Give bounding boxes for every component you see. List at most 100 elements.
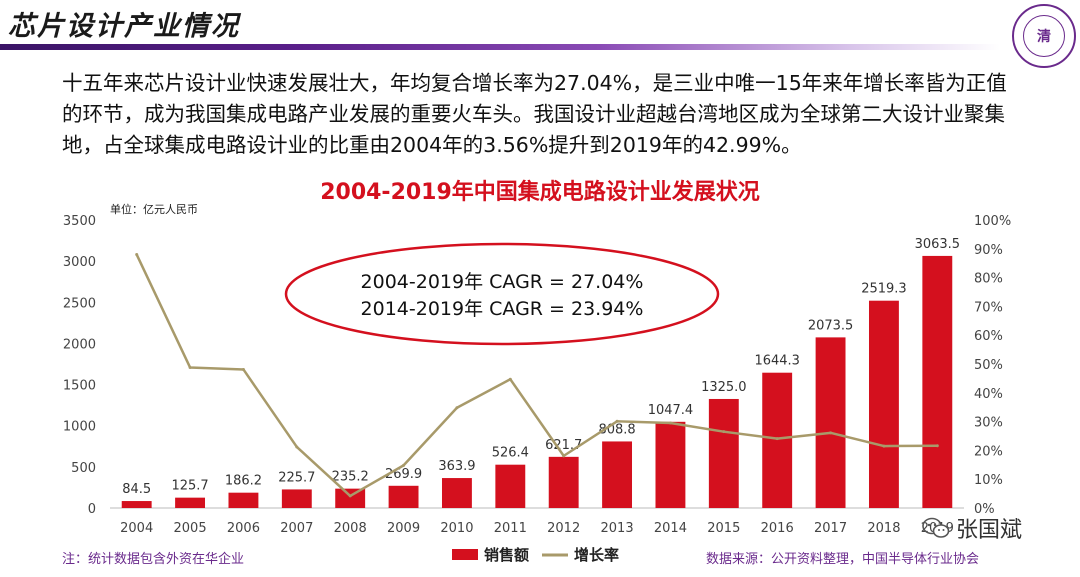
bar	[655, 421, 686, 508]
cagr-annotation-line2: 2014-2019年 CAGR = 23.94%	[361, 298, 644, 320]
y-left-tick-label: 1000	[63, 420, 96, 435]
y-left-tick-label: 2500	[63, 296, 96, 311]
growth-rate-point	[348, 494, 352, 498]
bar-value-label: 125.7	[171, 479, 208, 494]
x-tick-label: 2006	[227, 521, 260, 536]
bar-value-label: 526.4	[492, 446, 529, 461]
wechat-icon	[922, 517, 950, 538]
growth-rate-point	[668, 421, 672, 425]
bar	[495, 464, 526, 508]
y-left-tick-label: 3000	[63, 255, 96, 270]
bar-value-label: 363.9	[438, 459, 475, 474]
x-tick-label: 2004	[120, 521, 153, 536]
y-right-tick-label: 70%	[974, 300, 1003, 315]
bar	[548, 456, 579, 508]
y-left-tick-label: 0	[88, 502, 96, 517]
bar	[922, 255, 953, 508]
growth-rate-point	[829, 431, 833, 435]
legend-bar-label: 销售额	[484, 546, 529, 564]
y-right-tick-label: 60%	[974, 329, 1003, 344]
x-tick-label: 2005	[174, 521, 207, 536]
growth-rate-point	[935, 444, 939, 448]
x-tick-label: 2012	[547, 521, 580, 536]
slide-title: 芯片设计产业情况	[8, 11, 240, 42]
growth-rate-point	[188, 365, 192, 369]
bar-value-label: 84.5	[122, 482, 151, 497]
bar-value-label: 269.9	[385, 467, 422, 482]
x-tick-label: 2013	[601, 521, 634, 536]
footer-source: 数据来源：公开资料整理，中国半导体行业协会	[706, 552, 980, 567]
bar-value-label: 2073.5	[808, 318, 854, 333]
bar	[762, 372, 793, 508]
y-left-tick-label: 3500	[63, 214, 96, 229]
growth-rate-point	[508, 377, 512, 381]
y-left-tick-label: 1500	[63, 379, 96, 394]
bar	[388, 485, 419, 508]
wechat-name: 张国斌	[956, 518, 1023, 543]
growth-rate-point	[562, 454, 566, 458]
bar-value-label: 225.7	[278, 470, 315, 485]
bar	[441, 478, 472, 508]
y-right-tick-label: 10%	[974, 473, 1003, 488]
y-left-tick-label: 500	[71, 461, 96, 476]
growth-rate-point	[135, 253, 139, 257]
chart-title: 2004-2019年中国集成电路设计业发展状况	[320, 180, 760, 205]
y-right-tick-label: 50%	[974, 358, 1003, 373]
seal-center: 清	[1023, 15, 1065, 57]
bar	[602, 441, 633, 508]
x-tick-label: 2014	[654, 521, 687, 536]
growth-rate-point	[241, 367, 245, 371]
x-tick-label: 2009	[387, 521, 420, 536]
bar-value-label: 1047.4	[648, 403, 694, 418]
university-seal-logo: 清	[1012, 4, 1076, 68]
summary-paragraph: 十五年来芯片设计业快速发展壮大，年均复合增长率为27.04%，是三业中唯一15年…	[62, 71, 1007, 157]
bar	[228, 492, 259, 508]
bar-value-label: 621.7	[545, 438, 582, 453]
x-tick-label: 2010	[440, 521, 473, 536]
growth-rate-point	[295, 445, 299, 449]
growth-rate-point	[455, 406, 459, 410]
y-right-tick-label: 40%	[974, 387, 1003, 402]
x-tick-label: 2008	[334, 521, 367, 536]
y-right-tick-label: 80%	[974, 272, 1003, 287]
bar-value-label: 2519.3	[861, 282, 907, 297]
y-right-tick-label: 0%	[974, 502, 995, 517]
title-underline-bar	[0, 44, 1000, 50]
x-tick-label: 2015	[707, 521, 740, 536]
growth-rate-line	[135, 254, 938, 498]
growth-rate-point	[615, 419, 619, 423]
x-tick-label: 2017	[814, 521, 847, 536]
growth-rate-point	[882, 444, 886, 448]
unit-label: 单位：亿元人民币	[110, 202, 198, 216]
bar-value-label: 1644.3	[754, 354, 800, 369]
x-tick-label: 2018	[867, 521, 900, 536]
x-tick-label: 2016	[761, 521, 794, 536]
bar	[335, 488, 366, 508]
y-right-tick-label: 100%	[974, 214, 1011, 229]
bar	[815, 337, 846, 508]
bar	[175, 497, 206, 508]
wechat-watermark: 张国斌	[922, 512, 1022, 544]
footer-note: 注：统计数据包含外资在华企业	[62, 552, 245, 567]
growth-rate-point	[775, 437, 779, 441]
legend-line-label: 增长率	[574, 546, 619, 564]
bar-value-label: 235.2	[332, 470, 369, 485]
x-tick-label: 2011	[494, 521, 527, 536]
bar-value-label: 3063.5	[915, 237, 961, 252]
bar-value-label: 186.2	[225, 474, 262, 489]
y-right-tick-label: 90%	[974, 243, 1003, 258]
cagr-annotation-ellipse	[284, 242, 720, 346]
bar	[121, 501, 152, 508]
y-left-tick-label: 2000	[63, 337, 96, 352]
growth-rate-point	[722, 430, 726, 434]
cagr-annotation-line1: 2004-2019年 CAGR = 27.04%	[361, 271, 644, 293]
y-right-tick-label: 20%	[974, 444, 1003, 459]
x-tick-label: 2007	[280, 521, 313, 536]
bar-value-label: 1325.0	[701, 380, 747, 395]
legend-bar-swatch	[452, 549, 478, 560]
y-right-tick-label: 30%	[974, 416, 1003, 431]
bar	[868, 300, 899, 508]
bar	[708, 398, 739, 508]
growth-rate-point	[402, 463, 406, 467]
